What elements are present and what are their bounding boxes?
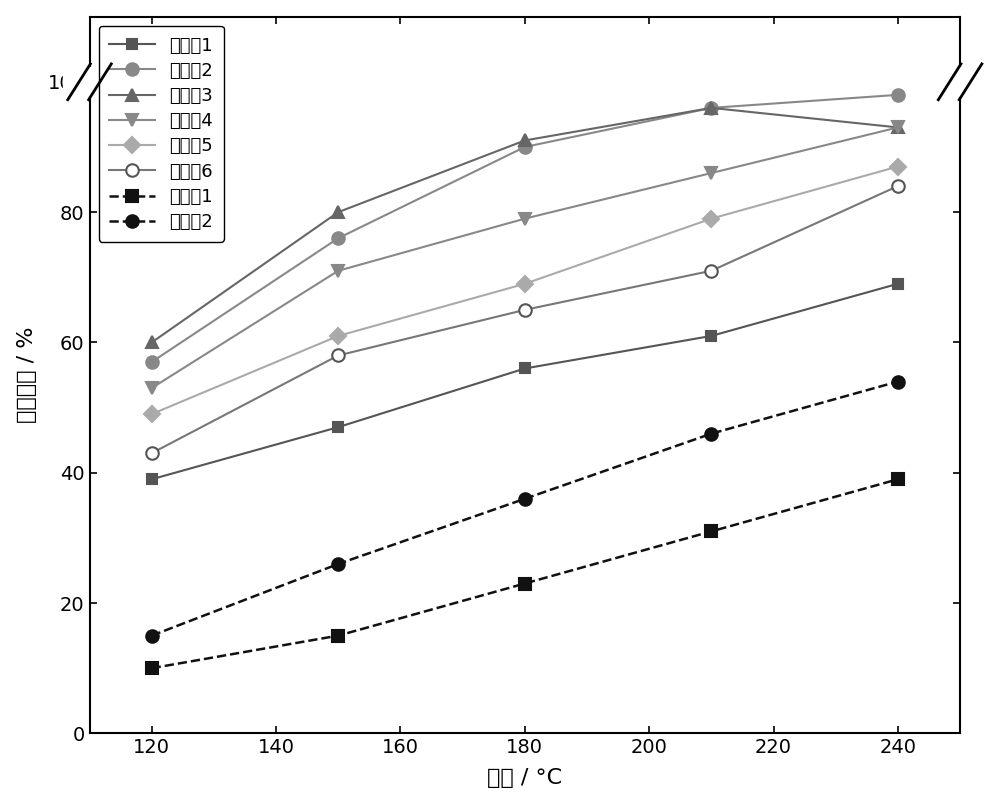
Line: 对比入2: 对比入2 — [145, 375, 904, 642]
对比入2 — [146, 631, 158, 641]
对比入1 — [705, 526, 717, 536]
实施入1 — [892, 279, 904, 289]
实施入6 — [146, 448, 158, 458]
对比入2 — [332, 559, 344, 569]
实施入5 — [332, 331, 344, 341]
实施入4 — [146, 383, 158, 393]
Legend: 实施入1, 实施入2, 实施入3, 实施入4, 实施入5, 实施入6, 对比入1, 对比入2: 实施入1, 实施入2, 实施入3, 实施入4, 实施入5, 实施入6, 对比入1… — [99, 26, 224, 242]
实施入2 — [332, 233, 344, 243]
实施入3 — [519, 135, 531, 145]
实施入1 — [146, 474, 158, 484]
对比入2 — [892, 377, 904, 386]
实施入3 — [332, 208, 344, 217]
Bar — [934, 68, 986, 96]
对比入1 — [332, 631, 344, 641]
实施入5 — [146, 409, 158, 419]
Line: 实施入5: 实施入5 — [146, 161, 903, 419]
实施入6 — [519, 305, 531, 315]
实施入2 — [705, 103, 717, 113]
对比入2 — [519, 494, 531, 504]
实施入1 — [332, 423, 344, 432]
实施入6 — [332, 351, 344, 361]
实施入2 — [892, 90, 904, 100]
实施入4 — [892, 122, 904, 132]
实施入4 — [332, 266, 344, 275]
实施入3 — [705, 103, 717, 113]
对比入2 — [705, 429, 717, 439]
实施入6 — [705, 266, 717, 275]
实施入3 — [892, 122, 904, 132]
实施入5 — [705, 214, 717, 224]
Line: 实施入3: 实施入3 — [145, 101, 904, 349]
对比入1 — [519, 579, 531, 588]
Line: 实施入1: 实施入1 — [147, 279, 903, 484]
实施入5 — [892, 162, 904, 171]
实施入1 — [519, 364, 531, 374]
Line: 实施入6: 实施入6 — [145, 180, 904, 460]
对比入1 — [146, 663, 158, 673]
实施入4 — [705, 168, 717, 178]
实施入5 — [519, 279, 531, 289]
实施入2 — [519, 142, 531, 152]
Y-axis label: 脱硝效率 / %: 脱硝效率 / % — [17, 327, 37, 423]
对比入1 — [892, 474, 904, 484]
实施入2 — [146, 357, 158, 367]
Line: 对比入1: 对比入1 — [146, 473, 903, 674]
实施入4 — [519, 214, 531, 224]
X-axis label: 温度 / °C: 温度 / °C — [487, 768, 562, 788]
Line: 实施入2: 实施入2 — [145, 89, 904, 368]
实施入1 — [705, 331, 717, 341]
Bar — [63, 68, 116, 96]
实施入3 — [146, 337, 158, 347]
实施入6 — [892, 181, 904, 191]
Line: 实施入4: 实施入4 — [145, 122, 904, 394]
